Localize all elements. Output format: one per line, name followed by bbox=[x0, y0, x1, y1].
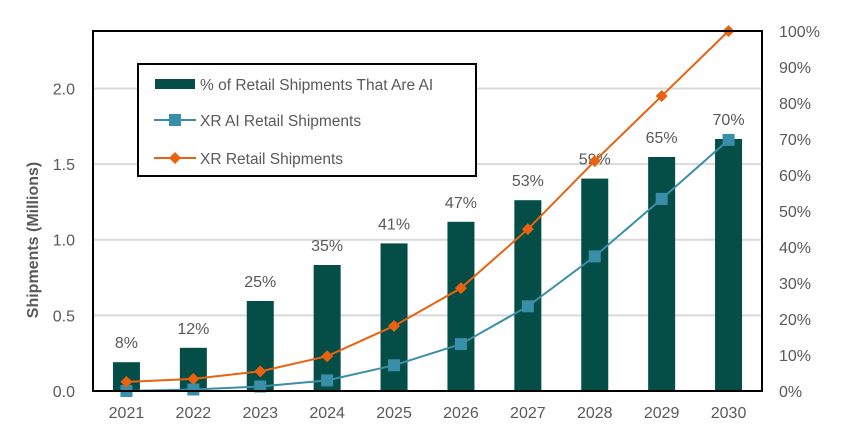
bar bbox=[581, 178, 609, 391]
square-marker bbox=[388, 359, 401, 372]
bar-data-label: 25% bbox=[244, 274, 276, 291]
y2-tick-label: 30% bbox=[779, 276, 811, 293]
plot-frame bbox=[92, 30, 763, 392]
bar bbox=[246, 301, 274, 391]
diamond-marker bbox=[521, 223, 534, 236]
bar bbox=[447, 221, 475, 391]
diamond-marker bbox=[321, 350, 334, 363]
bar-data-label: 8% bbox=[115, 335, 138, 352]
legend-square-marker-icon bbox=[169, 114, 181, 126]
diamond-marker bbox=[655, 90, 668, 103]
y2-tick-label: 100% bbox=[779, 24, 820, 41]
y-axis-label: Shipments (Millions) bbox=[25, 162, 42, 318]
square-marker bbox=[454, 338, 467, 351]
series-line bbox=[126, 139, 730, 392]
y2-tick-label: 50% bbox=[779, 204, 811, 221]
diamond-marker bbox=[454, 282, 467, 295]
x-tick-label: 2021 bbox=[109, 405, 145, 422]
square-marker bbox=[187, 383, 200, 396]
bar bbox=[648, 157, 676, 391]
bar-data-label: 35% bbox=[311, 238, 343, 255]
y-tick-label: 0.5 bbox=[53, 308, 75, 325]
square-marker bbox=[254, 380, 267, 393]
legend: % of Retail Shipments That Are AI XR AI … bbox=[137, 63, 477, 177]
diamond-marker bbox=[120, 375, 133, 388]
y2-tick-label: 40% bbox=[779, 240, 811, 257]
lines bbox=[120, 25, 735, 397]
diamond-marker bbox=[388, 319, 401, 332]
diamond-marker bbox=[588, 155, 601, 168]
y2-tick-label: 20% bbox=[779, 312, 811, 329]
x-tick-label: 2027 bbox=[510, 405, 546, 422]
y-tick-label: 0.0 bbox=[53, 384, 75, 401]
square-marker bbox=[321, 374, 334, 387]
bar-data-label: 70% bbox=[713, 112, 745, 129]
y2-tick-label: 10% bbox=[779, 348, 811, 365]
x-tick-label: 2024 bbox=[309, 405, 345, 422]
x-tick-label: 2026 bbox=[443, 405, 479, 422]
series-line bbox=[126, 30, 730, 383]
legend-label-ai: XR AI Retail Shipments bbox=[200, 113, 361, 130]
legend-bar-swatch bbox=[155, 79, 195, 89]
square-marker bbox=[521, 300, 534, 313]
y2-tick-label: 90% bbox=[779, 60, 811, 77]
x-tick-label: 2030 bbox=[711, 405, 747, 422]
bar bbox=[313, 265, 341, 391]
x-tick-label: 2025 bbox=[376, 405, 412, 422]
x-tick-label: 2028 bbox=[577, 405, 613, 422]
bar-data-label: 12% bbox=[177, 321, 209, 338]
bar-data-label: 65% bbox=[646, 130, 678, 147]
legend-diamond-marker-icon bbox=[169, 152, 181, 164]
x-tick-label: 2023 bbox=[242, 405, 278, 422]
x-tick-label: 2029 bbox=[644, 405, 680, 422]
y-axis-right: 0% 10% 20% 30% 40% 50% 60% 70% 80% 90% 100% bbox=[779, 24, 820, 401]
y-tick-label: 1.5 bbox=[53, 157, 75, 174]
square-marker bbox=[588, 250, 601, 263]
x-axis: 2021 2022 2023 2024 2025 2026 2027 2028 2029 2030 bbox=[109, 405, 747, 422]
bar bbox=[715, 139, 743, 391]
legend-label-bar: % of Retail Shipments That Are AI bbox=[200, 77, 433, 94]
bar-data-label: 41% bbox=[378, 216, 410, 233]
y2-tick-label: 60% bbox=[779, 168, 811, 185]
legend-label-xr: XR Retail Shipments bbox=[200, 151, 343, 168]
y2-tick-label: 70% bbox=[779, 132, 811, 149]
y-tick-label: 1.0 bbox=[53, 233, 75, 250]
bar-data-label: 53% bbox=[512, 173, 544, 190]
diamond-marker bbox=[254, 365, 267, 378]
bar-data-label: 47% bbox=[445, 195, 477, 212]
y2-tick-label: 0% bbox=[779, 384, 802, 401]
y-tick-label: 2.0 bbox=[53, 81, 75, 98]
square-marker bbox=[655, 192, 668, 205]
y2-tick-label: 80% bbox=[779, 96, 811, 113]
diamond-marker bbox=[187, 372, 200, 385]
x-tick-label: 2022 bbox=[176, 405, 212, 422]
y-axis-left: 0.0 0.5 1.0 1.5 2.0 bbox=[53, 81, 75, 401]
square-marker bbox=[722, 133, 735, 146]
